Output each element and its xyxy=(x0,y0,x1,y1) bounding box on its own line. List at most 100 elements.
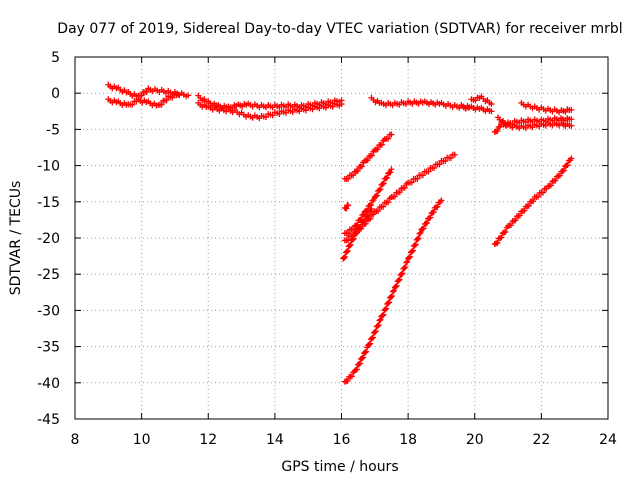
data-point xyxy=(521,207,528,214)
data-point xyxy=(342,253,349,260)
data-point xyxy=(512,217,519,224)
data-point xyxy=(370,196,377,203)
y-tick-labels: 5 0 -5 -10 -15 -20 -25 -30 -35 -40 -45 xyxy=(37,50,60,428)
data-point xyxy=(391,193,398,200)
data-point xyxy=(368,335,375,342)
data-point xyxy=(375,207,382,214)
axis-ticks xyxy=(74,56,609,420)
data-point xyxy=(385,300,392,307)
data-point xyxy=(388,131,395,138)
data-point xyxy=(345,202,352,209)
series-arc-17 xyxy=(491,155,575,248)
data-point xyxy=(411,242,418,249)
data-point xyxy=(385,135,392,142)
data-point xyxy=(358,163,365,170)
y-tick-label: -30 xyxy=(37,303,60,319)
data-point xyxy=(347,241,354,248)
data-point xyxy=(376,317,383,324)
data-point xyxy=(390,287,397,294)
series-arc-10 xyxy=(518,99,575,116)
data-point xyxy=(362,349,369,356)
data-point xyxy=(350,235,357,242)
data-point xyxy=(404,258,411,265)
data-point xyxy=(371,329,378,336)
data-point xyxy=(407,253,414,260)
data-point xyxy=(403,259,410,266)
data-point xyxy=(364,212,371,219)
data-point xyxy=(396,189,403,196)
data-point xyxy=(560,167,567,174)
data-point xyxy=(516,212,523,219)
data-point xyxy=(262,114,269,121)
data-point xyxy=(138,92,145,99)
data-point xyxy=(345,175,352,182)
data-point xyxy=(436,161,443,168)
data-point xyxy=(353,366,360,373)
x-tick-label: 20 xyxy=(466,432,484,448)
data-point xyxy=(376,187,383,194)
x-tick-label: 8 xyxy=(71,432,80,448)
y-tick-label: 0 xyxy=(51,86,60,102)
data-point xyxy=(378,141,385,148)
data-point xyxy=(424,219,431,226)
series-arc-7 xyxy=(458,102,495,115)
data-point xyxy=(360,218,367,225)
series-arc-12 xyxy=(341,166,395,237)
data-point xyxy=(408,179,415,186)
data-point xyxy=(416,230,423,237)
x-tick-labels: 8 10 12 14 16 18 20 22 24 xyxy=(71,432,617,448)
y-tick-label: -45 xyxy=(37,412,60,428)
y-tick-label: 5 xyxy=(51,50,60,66)
data-point xyxy=(430,209,437,216)
data-point xyxy=(352,366,359,373)
data-point xyxy=(354,229,361,236)
data-point xyxy=(366,341,373,348)
x-tick-label: 18 xyxy=(399,432,417,448)
data-point xyxy=(158,101,165,108)
data-point xyxy=(494,239,501,246)
y-tick-label: -20 xyxy=(37,231,60,247)
data-point xyxy=(367,340,374,347)
data-point xyxy=(384,174,391,181)
y-tick-label: -15 xyxy=(37,195,60,211)
data-point xyxy=(425,168,432,175)
data-point xyxy=(356,224,363,231)
data-point xyxy=(508,222,515,229)
data-point xyxy=(175,91,182,98)
y-tick-label: -25 xyxy=(37,267,60,283)
data-point xyxy=(357,223,364,230)
data-point xyxy=(374,146,381,153)
series-arc-2 xyxy=(105,91,182,109)
grid xyxy=(75,57,608,419)
y-tick-label: -35 xyxy=(37,340,60,356)
data-point xyxy=(368,206,375,213)
data-point xyxy=(382,306,389,313)
data-point xyxy=(346,242,353,249)
data-point xyxy=(398,271,405,278)
data-point xyxy=(494,128,501,135)
data-point xyxy=(552,177,559,184)
data-point xyxy=(438,197,445,204)
data-point xyxy=(396,276,403,283)
data-point xyxy=(345,230,352,237)
data-point xyxy=(442,158,449,165)
series-arc-5 xyxy=(368,94,472,112)
data-point xyxy=(392,283,399,290)
x-tick-label: 12 xyxy=(199,432,217,448)
y-tick-label: -5 xyxy=(46,122,60,138)
x-tick-label: 22 xyxy=(532,432,550,448)
data-point xyxy=(408,248,415,255)
data-point xyxy=(364,157,371,164)
chart-title: Day 077 of 2019, Sidereal Day-to-day VTE… xyxy=(57,21,622,37)
data-point xyxy=(402,264,409,271)
data-point xyxy=(348,373,355,380)
data-point xyxy=(387,169,394,176)
data-point xyxy=(377,186,384,193)
series-arc-16 xyxy=(341,197,445,385)
series-arc-11 xyxy=(341,131,395,182)
data-point xyxy=(393,282,400,289)
data-point xyxy=(343,205,350,212)
data-point xyxy=(367,215,374,222)
data-point xyxy=(352,230,359,237)
data-point xyxy=(374,192,381,199)
